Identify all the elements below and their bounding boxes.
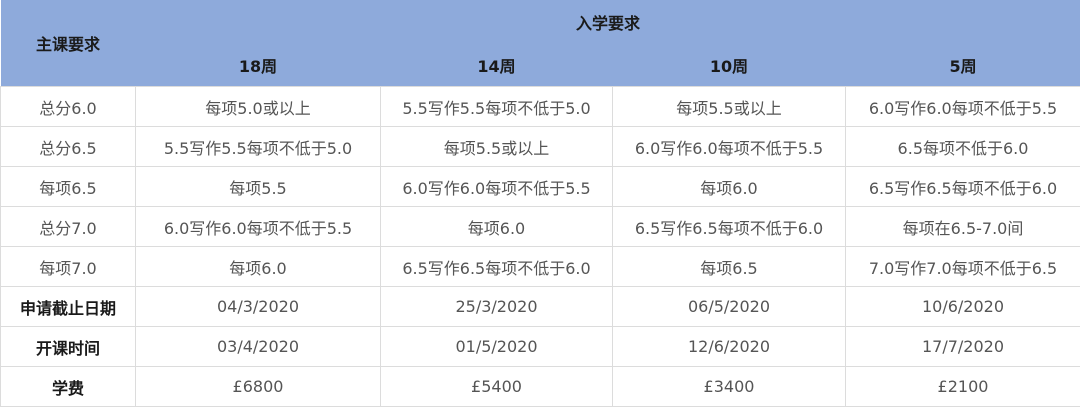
table-row: 学费£6800£5400£3400£2100 xyxy=(1,367,1080,407)
table-cell: 04/3/2020 xyxy=(136,287,381,327)
table-cell: £2100 xyxy=(846,367,1080,407)
table-cell: 6.0写作6.0每项不低于5.5 xyxy=(381,167,613,207)
table-cell: 12/6/2020 xyxy=(613,327,846,367)
table-cell: 每项5.5 xyxy=(136,167,381,207)
table-cell: 5.5写作5.5每项不低于5.0 xyxy=(136,127,381,167)
header-duration: 18周 xyxy=(136,44,381,87)
table-cell: 6.0写作6.0每项不低于5.5 xyxy=(846,87,1080,127)
table-cell: 01/5/2020 xyxy=(381,327,613,367)
table-cell: 每项6.0 xyxy=(613,167,846,207)
table-cell: £3400 xyxy=(613,367,846,407)
row-label: 总分6.0 xyxy=(1,87,136,127)
table-cell: 每项在6.5-7.0间 xyxy=(846,207,1080,247)
row-label: 总分6.5 xyxy=(1,127,136,167)
table-cell: 每项6.5 xyxy=(613,247,846,287)
table-cell: 6.5写作6.5每项不低于6.0 xyxy=(846,167,1080,207)
table-cell: 每项5.5或以上 xyxy=(381,127,613,167)
table-cell: 06/5/2020 xyxy=(613,287,846,327)
row-label: 申请截止日期 xyxy=(1,287,136,327)
row-label: 学费 xyxy=(1,367,136,407)
table-cell: 每项5.5或以上 xyxy=(613,87,846,127)
header-duration: 10周 xyxy=(613,44,846,87)
table-cell: 6.0写作6.0每项不低于5.5 xyxy=(613,127,846,167)
header-duration: 14周 xyxy=(381,44,613,87)
row-label: 开课时间 xyxy=(1,327,136,367)
table-cell: 10/6/2020 xyxy=(846,287,1080,327)
table-cell: 每项6.0 xyxy=(381,207,613,247)
header-entry-requirements: 入学要求 xyxy=(136,0,1080,44)
table-cell: 6.5写作6.5每项不低于6.0 xyxy=(613,207,846,247)
table-cell: 03/4/2020 xyxy=(136,327,381,367)
row-label: 总分7.0 xyxy=(1,207,136,247)
table-cell: 6.5每项不低于6.0 xyxy=(846,127,1080,167)
table-cell: 6.0写作6.0每项不低于5.5 xyxy=(136,207,381,247)
row-label: 每项7.0 xyxy=(1,247,136,287)
table-cell: 7.0写作7.0每项不低于6.5 xyxy=(846,247,1080,287)
table-cell: £5400 xyxy=(381,367,613,407)
table-cell: £6800 xyxy=(136,367,381,407)
row-label: 每项6.5 xyxy=(1,167,136,207)
table-cell: 6.5写作6.5每项不低于6.0 xyxy=(381,247,613,287)
table-cell: 每项5.0或以上 xyxy=(136,87,381,127)
table-cell: 25/3/2020 xyxy=(381,287,613,327)
table-cell: 17/7/2020 xyxy=(846,327,1080,367)
table-cell: 每项6.0 xyxy=(136,247,381,287)
header-duration: 5周 xyxy=(846,44,1080,87)
table-cell: 5.5写作5.5每项不低于5.0 xyxy=(381,87,613,127)
header-main-course: 主课要求 xyxy=(1,0,136,87)
